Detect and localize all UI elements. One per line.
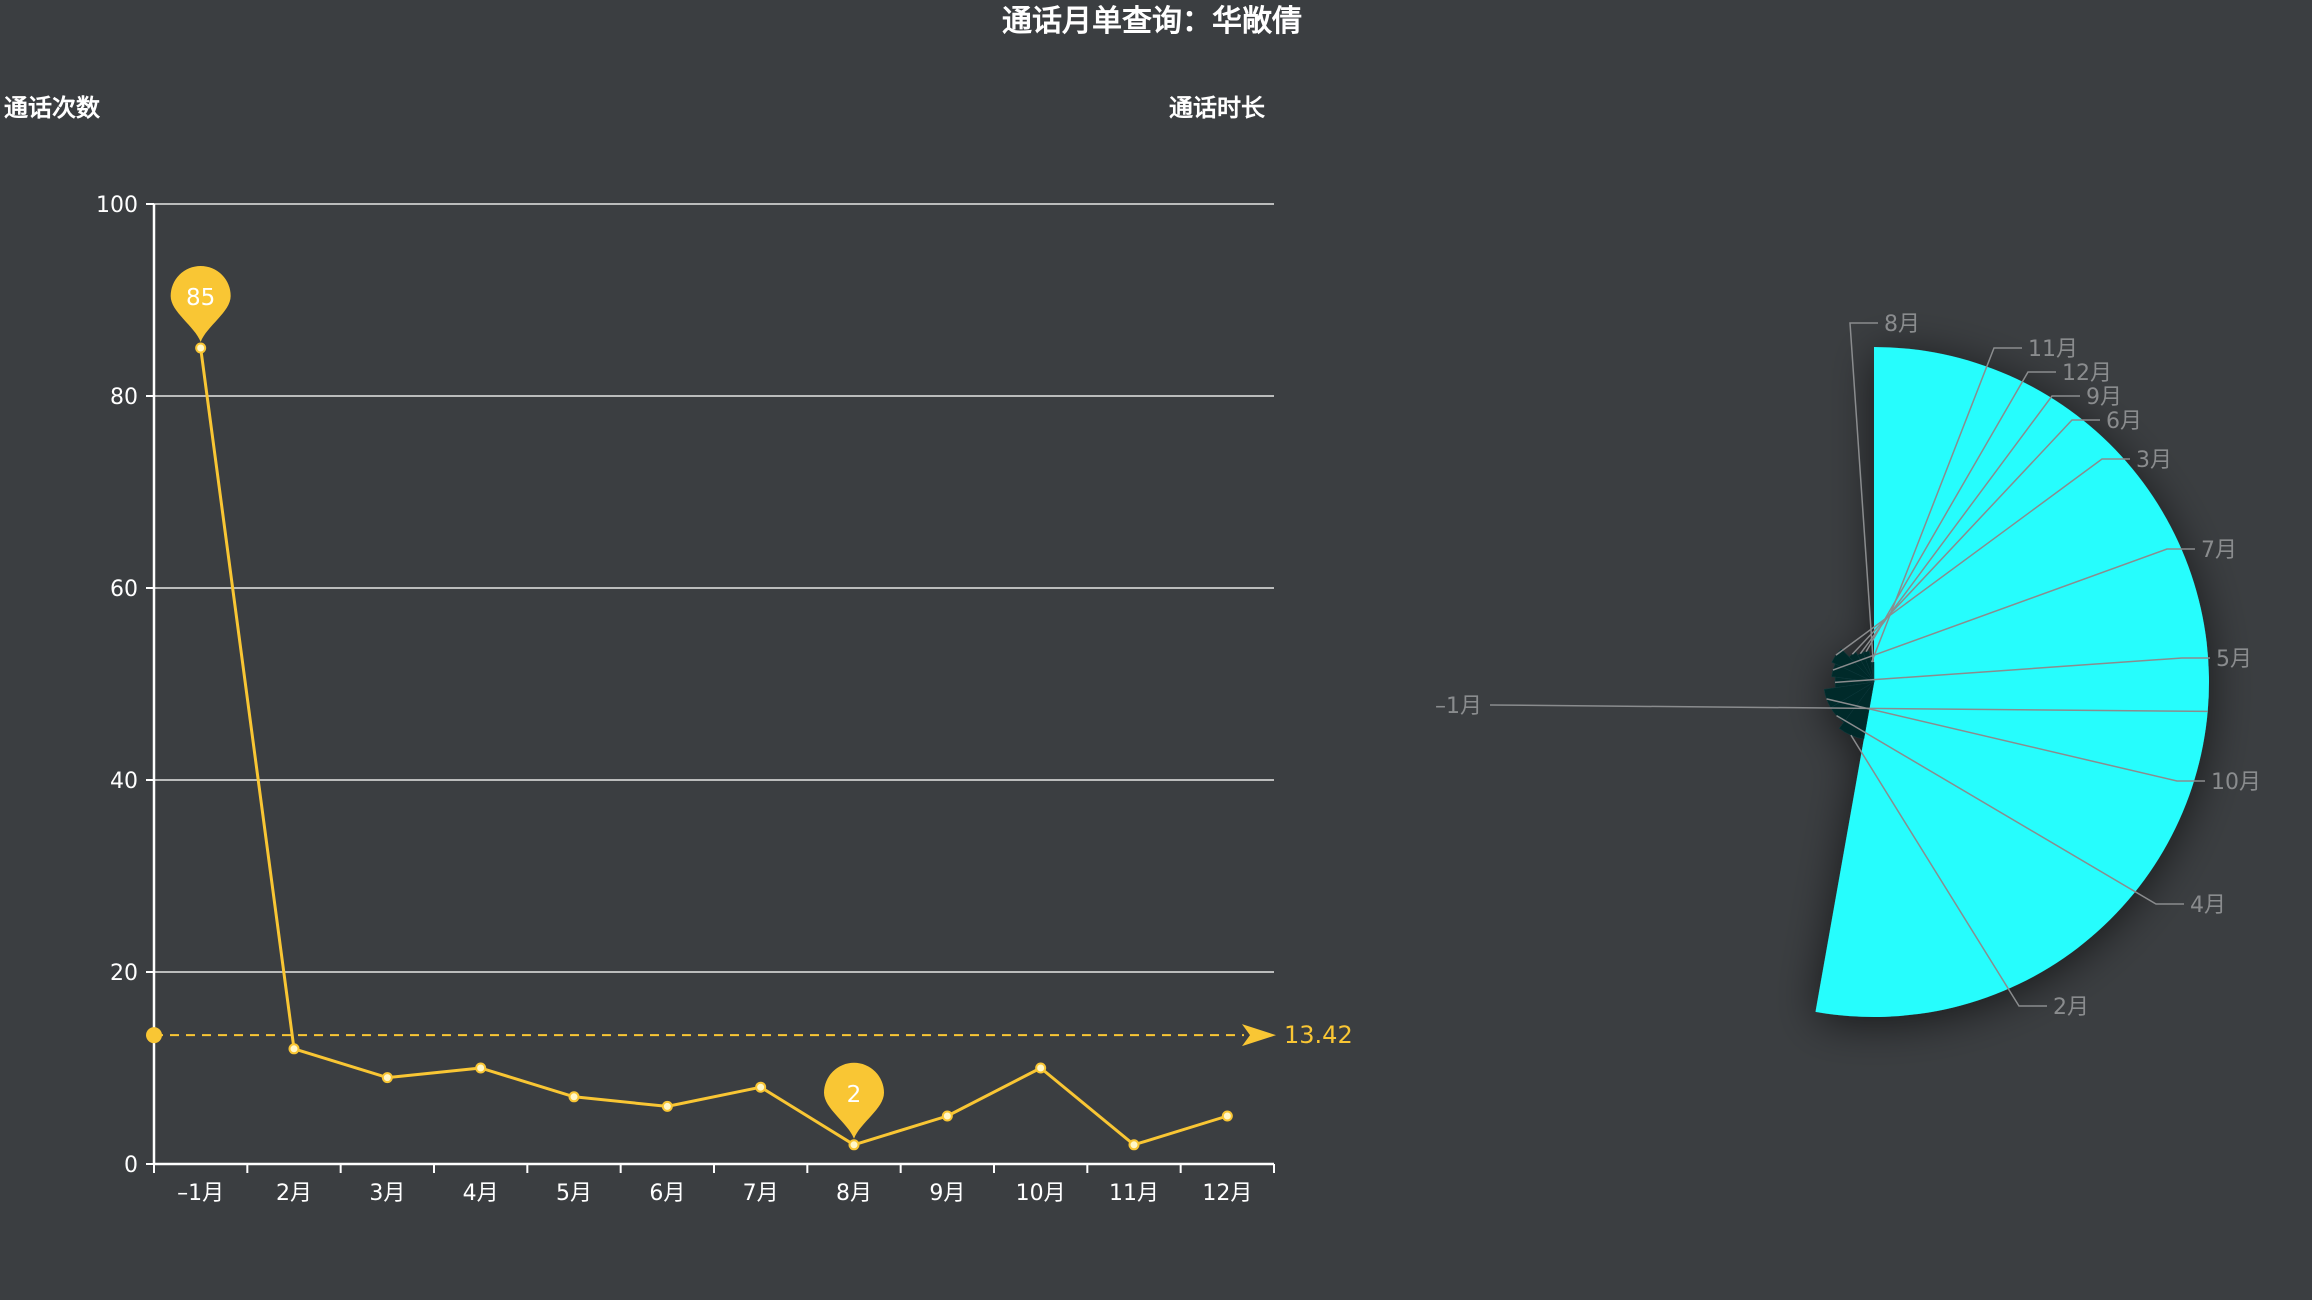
pie-label: 4月 bbox=[2190, 893, 2226, 918]
pie-label: 8月 bbox=[1884, 312, 1920, 337]
x-tick-label: 7月 bbox=[743, 1181, 779, 1206]
pie-label: 2月 bbox=[2053, 995, 2089, 1020]
pie-label-line bbox=[1851, 419, 2100, 655]
x-tick-label: 12月 bbox=[1202, 1181, 1252, 1206]
x-tick-label: 9月 bbox=[929, 1181, 965, 1206]
x-tick-label: 8月 bbox=[836, 1181, 872, 1206]
x-tick-label: 6月 bbox=[649, 1181, 685, 1206]
data-point[interactable] bbox=[288, 1043, 300, 1055]
pie-label: 9月 bbox=[2086, 385, 2122, 410]
line-chart: 0 20 40 60 80 100 –1月 2月 3月 4月 5月 6月 7月 8月 9月 10月 11月 12月… bbox=[96, 193, 1353, 1206]
x-tick-label: 4月 bbox=[463, 1181, 499, 1206]
x-tick-label: 10月 bbox=[1016, 1181, 1066, 1206]
pie-label: 6月 bbox=[2106, 409, 2142, 434]
data-point[interactable] bbox=[661, 1100, 673, 1112]
pie-label-line bbox=[1870, 347, 2022, 663]
pie-label-line bbox=[1859, 395, 2080, 655]
mark-line-arrow bbox=[1242, 1024, 1276, 1047]
y-tick-label: 40 bbox=[110, 769, 138, 794]
data-point[interactable] bbox=[381, 1072, 393, 1084]
pie-label: 11月 bbox=[2028, 337, 2078, 362]
pie-slice[interactable] bbox=[1831, 648, 1875, 683]
y-tick-label: 100 bbox=[96, 193, 138, 218]
y-axis-name-left: 通话次数 bbox=[4, 94, 101, 122]
pie-label: 10月 bbox=[2211, 770, 2261, 795]
data-point[interactable] bbox=[568, 1091, 580, 1103]
pie-label: 7月 bbox=[2201, 538, 2237, 563]
series-line bbox=[199, 347, 1228, 1147]
data-point[interactable] bbox=[1221, 1110, 1233, 1122]
chart-title: 通话月单查询：华敞倩 bbox=[1002, 4, 1302, 39]
pie-label: 5月 bbox=[2216, 647, 2252, 672]
data-point[interactable] bbox=[755, 1081, 767, 1093]
y-tick-label: 20 bbox=[110, 961, 138, 986]
x-tick-label: 2月 bbox=[276, 1181, 312, 1206]
x-tick-label: –1月 bbox=[177, 1181, 224, 1206]
pie-label-line bbox=[1834, 657, 2210, 684]
pie-label-line bbox=[1850, 734, 2047, 1007]
pie-label: 12月 bbox=[2062, 361, 2112, 386]
x-tick-label: 11月 bbox=[1109, 1181, 1159, 1206]
y-tick-label: 80 bbox=[110, 385, 138, 410]
data-point[interactable] bbox=[848, 1139, 860, 1151]
y-axis-name-right: 通话时长 bbox=[1169, 94, 1266, 122]
pie-label-line bbox=[1835, 458, 2130, 656]
pie-label-line bbox=[1865, 371, 2056, 652]
mark-point-label: 85 bbox=[186, 285, 215, 311]
pie-label-line bbox=[1849, 322, 1878, 663]
data-point[interactable] bbox=[475, 1062, 487, 1074]
mark-line-label: 13.42 bbox=[1284, 1021, 1353, 1049]
y-tick-label: 60 bbox=[110, 577, 138, 602]
data-point[interactable] bbox=[195, 342, 207, 354]
pie-label-line bbox=[1826, 698, 2205, 782]
pie-label-line bbox=[1836, 715, 2184, 905]
data-point[interactable] bbox=[1035, 1062, 1047, 1074]
pie-slices bbox=[1815, 347, 2209, 1018]
pie-label: –1月 bbox=[1435, 694, 1482, 719]
x-tick-label: 5月 bbox=[556, 1181, 592, 1206]
data-point[interactable] bbox=[1128, 1139, 1140, 1151]
mark-point-label: 2 bbox=[847, 1082, 862, 1108]
x-tick-label: 3月 bbox=[369, 1181, 405, 1206]
y-tick-label: 0 bbox=[124, 1153, 138, 1178]
data-point[interactable] bbox=[941, 1110, 953, 1122]
pie-slice[interactable] bbox=[1815, 347, 2209, 1018]
pie-label-line bbox=[1832, 548, 2195, 671]
pie-slice[interactable] bbox=[1838, 681, 1875, 740]
pie-label-line bbox=[1489, 704, 2208, 713]
mark-point-pin[interactable] bbox=[170, 266, 231, 342]
mark-point-pin[interactable] bbox=[824, 1062, 884, 1139]
mark-line-start-dot bbox=[146, 1027, 162, 1044]
pie-label: 3月 bbox=[2136, 448, 2172, 473]
